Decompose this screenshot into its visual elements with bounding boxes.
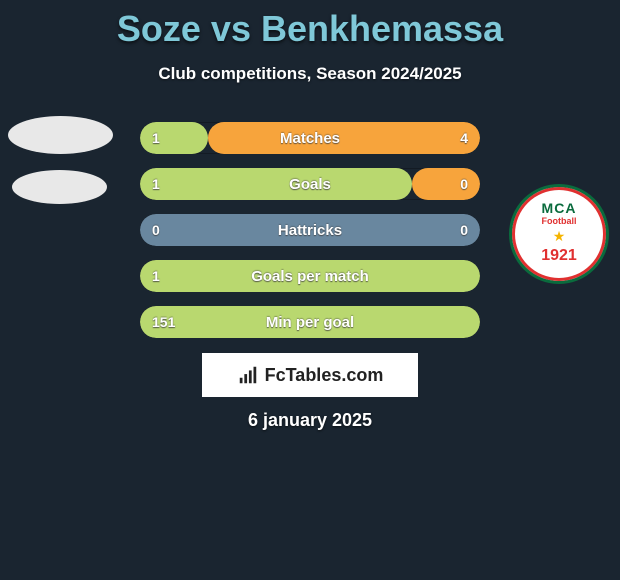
stat-bar: 151Min per goal	[140, 306, 480, 338]
stat-bar: 10Goals	[140, 168, 480, 200]
badge-placeholder-shape	[12, 170, 107, 204]
crest-abbrev: MCA	[542, 200, 577, 216]
attribution-text: FcTables.com	[265, 365, 384, 386]
stat-bar: 14Matches	[140, 122, 480, 154]
stat-bar: 1Goals per match	[140, 260, 480, 292]
page-subtitle: Club competitions, Season 2024/2025	[0, 64, 620, 84]
player-right-badge: MCA Football ★ 1921	[507, 182, 612, 287]
player-left-badge	[8, 110, 113, 215]
star-icon: ★	[553, 228, 566, 245]
crest-subtext: Football	[542, 216, 577, 226]
snapshot-date: 6 january 2025	[0, 410, 620, 431]
chart-bar-icon	[237, 364, 259, 386]
badge-placeholder-shape	[8, 116, 113, 154]
attribution-badge: FcTables.com	[202, 353, 418, 397]
comparison-bars: 14Matches 10Goals 00Hattricks 1Goals per ma…	[140, 122, 480, 352]
bar-label: Matches	[140, 122, 480, 154]
bar-label: Hattricks	[140, 214, 480, 246]
page-title: Soze vs Benkhemassa	[0, 0, 620, 50]
crest-year: 1921	[541, 247, 577, 265]
bar-label: Goals	[140, 168, 480, 200]
club-crest: MCA Football ★ 1921	[509, 184, 609, 284]
bar-label: Goals per match	[140, 260, 480, 292]
stat-bar: 00Hattricks	[140, 214, 480, 246]
bar-label: Min per goal	[140, 306, 480, 338]
